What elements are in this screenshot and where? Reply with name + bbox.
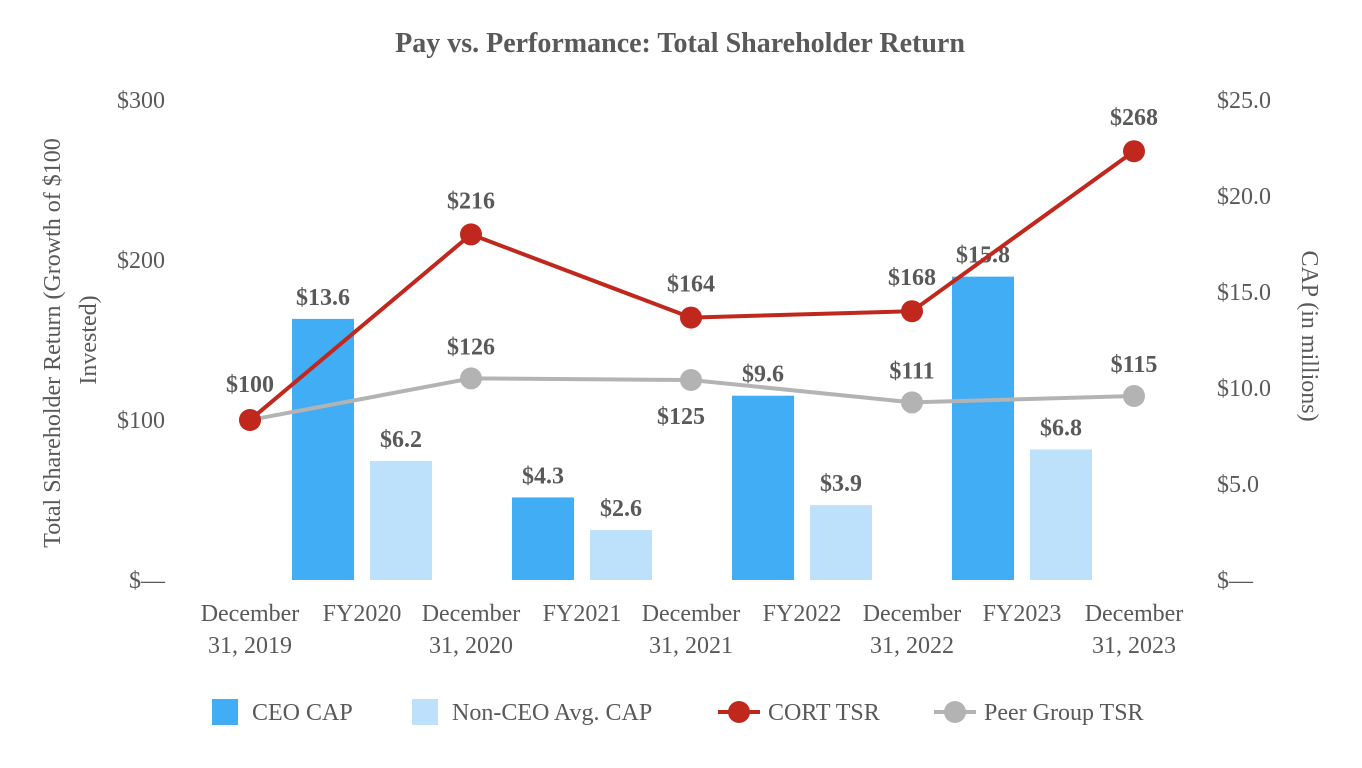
category-label-line: FY2021 bbox=[543, 601, 622, 627]
category-label-line: 31, 2023 bbox=[1092, 633, 1176, 659]
bar-data-label: $6.2 bbox=[380, 427, 422, 453]
right-axis: $— $5.0 $10.0 $15.0 $20.0 $25.0 bbox=[1217, 88, 1271, 594]
category-label: December 31, 2019 bbox=[201, 601, 300, 659]
right-axis-tick-label: $10.0 bbox=[1217, 376, 1271, 402]
category-label-line: FY2022 bbox=[763, 601, 842, 627]
bar-data-label: $3.9 bbox=[820, 471, 862, 497]
bar-ceo-cap bbox=[512, 497, 574, 580]
left-axis-tick-label: $200 bbox=[117, 248, 165, 274]
peer-group-tsr-data-label: $126 bbox=[447, 334, 495, 360]
category-label-line: FY2020 bbox=[323, 601, 402, 627]
cort-tsr-data-label: $268 bbox=[1110, 105, 1158, 131]
legend-marker-cort-tsr bbox=[728, 701, 750, 723]
left-axis-tick-label: $300 bbox=[117, 88, 165, 114]
category-label: FY2022 bbox=[763, 601, 842, 627]
bar-data-label: $13.6 bbox=[296, 285, 350, 311]
legend-swatch-ceo-cap bbox=[212, 699, 238, 725]
peer-group-tsr-marker bbox=[901, 391, 923, 414]
left-axis-title-line-1: Total Shareholder Return (Growth of $100 bbox=[40, 138, 66, 548]
category-label-line: 31, 2019 bbox=[208, 633, 292, 659]
cort-tsr-marker bbox=[1123, 140, 1145, 163]
legend-marker-peer-tsr bbox=[944, 701, 966, 723]
chart-title: Pay vs. Performance: Total Shareholder R… bbox=[395, 28, 965, 59]
peer-group-tsr-marker bbox=[680, 369, 702, 391]
legend-label-peer-tsr: Peer Group TSR bbox=[984, 700, 1144, 726]
tsr-start-data-label: $100 bbox=[226, 372, 274, 398]
left-axis-title-line-2: Invested) bbox=[76, 295, 102, 384]
bar-non-ceo-avg-cap bbox=[810, 505, 872, 580]
category-label-line: 31, 2020 bbox=[429, 633, 513, 659]
cort-tsr-marker bbox=[460, 223, 482, 246]
bar-ceo-cap bbox=[732, 395, 794, 580]
right-axis-tick-label: $20.0 bbox=[1217, 184, 1271, 210]
legend-swatch-non-ceo-cap bbox=[412, 699, 438, 725]
bar-data-label: $6.8 bbox=[1040, 415, 1082, 441]
category-label: December 31, 2023 bbox=[1085, 601, 1184, 659]
right-axis-tick-label: $25.0 bbox=[1217, 88, 1271, 114]
category-label-line: December bbox=[642, 601, 741, 627]
right-axis-tick-label: $— bbox=[1217, 568, 1254, 594]
category-label-line: December bbox=[1085, 601, 1184, 627]
bar-data-label: $9.6 bbox=[742, 362, 784, 388]
left-axis-tick-label: $100 bbox=[117, 408, 165, 434]
peer-group-tsr-data-label: $111 bbox=[889, 358, 934, 384]
bar-non-ceo-avg-cap bbox=[1030, 449, 1092, 580]
cort-tsr-marker bbox=[239, 409, 261, 431]
category-labels: December 31, 2019 FY2020 December 31, 2020 FY… bbox=[201, 601, 1184, 659]
category-label: FY2021 bbox=[543, 601, 622, 627]
cort-tsr-data-label: $164 bbox=[667, 272, 715, 298]
left-axis-title: Total Shareholder Return (Growth of $100… bbox=[40, 132, 102, 548]
cort-tsr-marker bbox=[901, 300, 923, 323]
category-label-line: December bbox=[201, 601, 300, 627]
left-axis-tick-label: $— bbox=[129, 568, 166, 594]
bar-non-ceo-avg-cap bbox=[370, 460, 432, 580]
bar-non-ceo-avg-cap bbox=[590, 530, 652, 580]
bar-data-label: $2.6 bbox=[600, 496, 642, 522]
right-axis-title: CAP (in millions) bbox=[1296, 250, 1322, 421]
line-series: $216 $164 $168 $268 $100 $126 $125 $111 $115 bbox=[226, 105, 1158, 431]
bar-ceo-cap bbox=[292, 318, 354, 580]
legend-label-cort-tsr: CORT TSR bbox=[768, 700, 880, 726]
category-label: FY2023 bbox=[983, 601, 1062, 627]
legend: CEO CAP Non-CEO Avg. CAP CORT TSR Peer Grou… bbox=[212, 699, 1144, 726]
bar-ceo-cap bbox=[952, 276, 1014, 580]
category-label-line: December bbox=[863, 601, 962, 627]
category-label-line: 31, 2021 bbox=[649, 633, 733, 659]
category-label-line: 31, 2022 bbox=[870, 633, 954, 659]
category-label: FY2020 bbox=[323, 601, 402, 627]
category-label-line: December bbox=[422, 601, 521, 627]
peer-group-tsr-data-label: $125 bbox=[657, 404, 705, 430]
cort-tsr-marker bbox=[680, 306, 702, 329]
category-label-line: FY2023 bbox=[983, 601, 1062, 627]
peer-group-tsr-data-label: $115 bbox=[1111, 352, 1158, 378]
cort-tsr-data-label: $216 bbox=[447, 188, 495, 214]
legend-label-non-ceo-cap: Non-CEO Avg. CAP bbox=[452, 700, 652, 726]
category-label: December 31, 2022 bbox=[863, 601, 962, 659]
category-label: December 31, 2021 bbox=[642, 601, 741, 659]
cort-tsr-data-label: $168 bbox=[888, 265, 936, 291]
legend-label-ceo-cap: CEO CAP bbox=[252, 700, 353, 726]
bar-series: $13.6$4.3$9.6$15.8$6.2$2.6$3.9$6.8 bbox=[292, 243, 1092, 580]
peer-group-tsr-marker bbox=[1123, 385, 1145, 407]
right-axis-tick-label: $15.0 bbox=[1217, 280, 1271, 306]
category-label: December 31, 2020 bbox=[422, 601, 521, 659]
bar-data-label: $4.3 bbox=[522, 463, 564, 489]
right-axis-tick-label: $5.0 bbox=[1217, 472, 1259, 498]
peer-group-tsr-marker bbox=[460, 367, 482, 390]
left-axis: $— $100 $200 $300 bbox=[117, 88, 166, 594]
